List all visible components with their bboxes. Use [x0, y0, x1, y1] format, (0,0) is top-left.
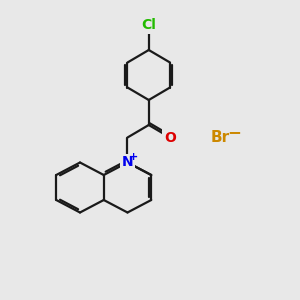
Text: +: +	[129, 152, 138, 162]
Text: N: N	[122, 155, 133, 170]
Text: O: O	[164, 130, 176, 145]
Text: Br: Br	[210, 130, 230, 145]
Text: Cl: Cl	[141, 18, 156, 32]
Text: −: −	[227, 124, 241, 142]
